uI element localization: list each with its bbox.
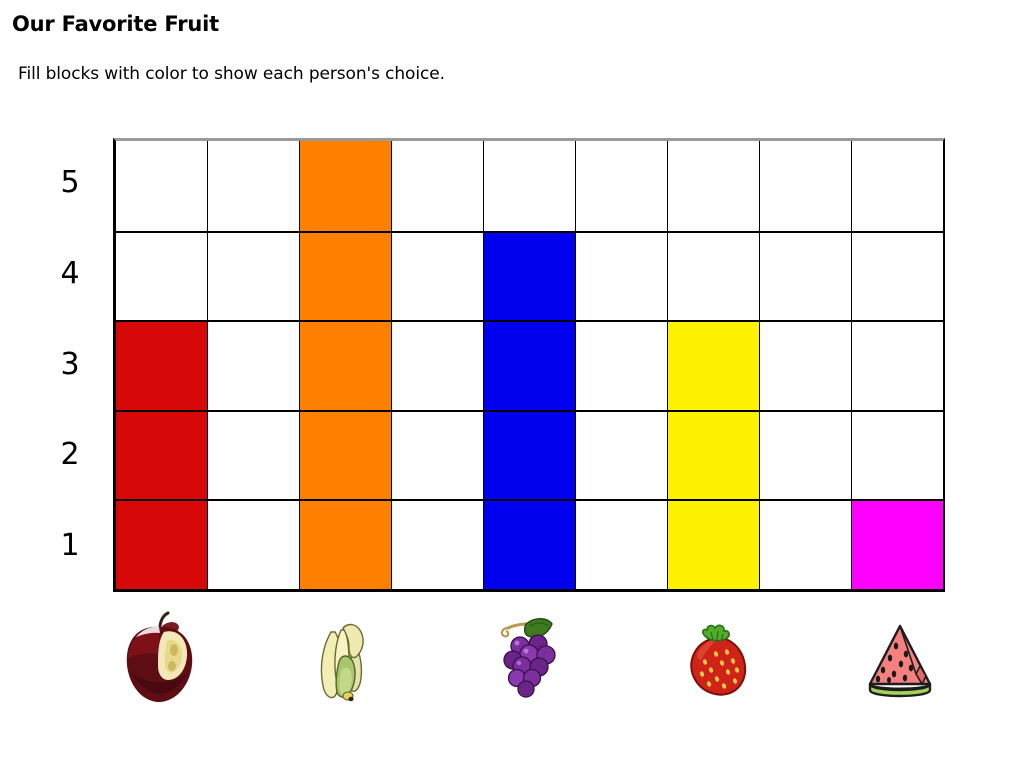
x-axis-icon-slot-5 — [483, 600, 575, 720]
grid-cell-r2-c6[interactable] — [575, 411, 667, 500]
grid-cell-r3-c3[interactable] — [299, 322, 391, 410]
grid-cell-r2-c2[interactable] — [207, 411, 299, 500]
grid-cell-r5-c6[interactable] — [575, 141, 667, 231]
instruction-text: Fill blocks with color to show each pers… — [18, 64, 445, 84]
grid-cell-r1-c5[interactable] — [483, 501, 575, 589]
grid-cell-r5-c8[interactable] — [759, 141, 851, 231]
grid-cell-r4-c3[interactable] — [299, 232, 391, 321]
page-title: Our Favorite Fruit — [12, 12, 219, 36]
grid-cell-r4-c1[interactable] — [116, 233, 207, 321]
y-axis: 5 4 3 2 1 — [40, 138, 100, 592]
x-axis-icon-slot-1 — [113, 600, 205, 720]
grid-cell-r3-c7[interactable] — [667, 322, 759, 410]
grid-cell-r1-c1[interactable] — [116, 501, 207, 589]
grid-cell-r2-c7[interactable] — [667, 411, 759, 500]
grid-cell-r5-c2[interactable] — [207, 141, 299, 231]
grid-cell-r1-c8[interactable] — [759, 501, 851, 589]
grid-cell-r5-c4[interactable] — [391, 141, 483, 231]
grid-cell-r3-c8[interactable] — [759, 322, 851, 410]
grid-cell-r1-c3[interactable] — [299, 501, 391, 589]
banana-icon — [320, 623, 364, 702]
x-axis-icon-slot-7 — [668, 600, 760, 720]
grid-row — [116, 499, 943, 589]
grapes-icon — [500, 618, 556, 698]
grid-cell-r4-c6[interactable] — [575, 232, 667, 321]
grid-cell-r1-c2[interactable] — [207, 501, 299, 589]
grid-cell-r5-c9[interactable] — [851, 141, 943, 231]
y-axis-tick-5: 5 — [60, 165, 80, 200]
grid-cell-r5-c1[interactable] — [116, 141, 207, 231]
y-axis-tick-3: 3 — [60, 346, 80, 382]
grid-cell-r4-c9[interactable] — [851, 232, 943, 321]
y-axis-tick-2: 2 — [60, 437, 80, 473]
grid-cell-r2-c9[interactable] — [851, 411, 943, 500]
grid-cell-r2-c1[interactable] — [116, 411, 207, 500]
grid-cell-r1-c6[interactable] — [575, 501, 667, 589]
grid-cell-r3-c5[interactable] — [483, 322, 575, 410]
grid-cell-r4-c7[interactable] — [667, 232, 759, 321]
grid-row — [116, 141, 943, 231]
grid-cell-r2-c8[interactable] — [759, 411, 851, 500]
grid-cell-r2-c3[interactable] — [299, 411, 391, 500]
grid-row — [116, 320, 943, 410]
chart-grid[interactable] — [113, 138, 945, 592]
grid-cell-r1-c9[interactable] — [851, 501, 943, 589]
grid-row — [116, 230, 943, 321]
grid-cell-r2-c5[interactable] — [483, 411, 575, 500]
y-axis-tick-1: 1 — [60, 528, 80, 564]
grid-cell-r3-c4[interactable] — [391, 322, 483, 410]
x-axis-icon-slot-9 — [853, 600, 945, 720]
grid-cell-r5-c7[interactable] — [667, 141, 759, 231]
grid-cell-r5-c3[interactable] — [299, 141, 391, 231]
grid-cell-r4-c5[interactable] — [483, 232, 575, 321]
grid-cell-r5-c5[interactable] — [483, 141, 575, 231]
grid-cell-r1-c7[interactable] — [667, 501, 759, 589]
grid-cell-r3-c9[interactable] — [851, 322, 943, 410]
grid-cell-r3-c6[interactable] — [575, 322, 667, 410]
grid-cell-r4-c4[interactable] — [391, 232, 483, 321]
apple-icon — [126, 611, 193, 702]
x-axis-icon-slot-3 — [298, 600, 390, 720]
strawberry-icon — [690, 624, 746, 696]
y-axis-tick-4: 4 — [60, 255, 80, 291]
grid-cell-r4-c2[interactable] — [207, 232, 299, 321]
x-axis-category-icons — [113, 600, 945, 720]
grid-cell-r3-c2[interactable] — [207, 322, 299, 410]
grid-cell-r2-c4[interactable] — [391, 411, 483, 500]
grid-cell-r1-c4[interactable] — [391, 501, 483, 589]
grid-row — [116, 409, 943, 500]
grid-cell-r4-c8[interactable] — [759, 232, 851, 321]
watermelon-icon — [868, 624, 931, 698]
grid-cell-r3-c1[interactable] — [116, 322, 207, 410]
